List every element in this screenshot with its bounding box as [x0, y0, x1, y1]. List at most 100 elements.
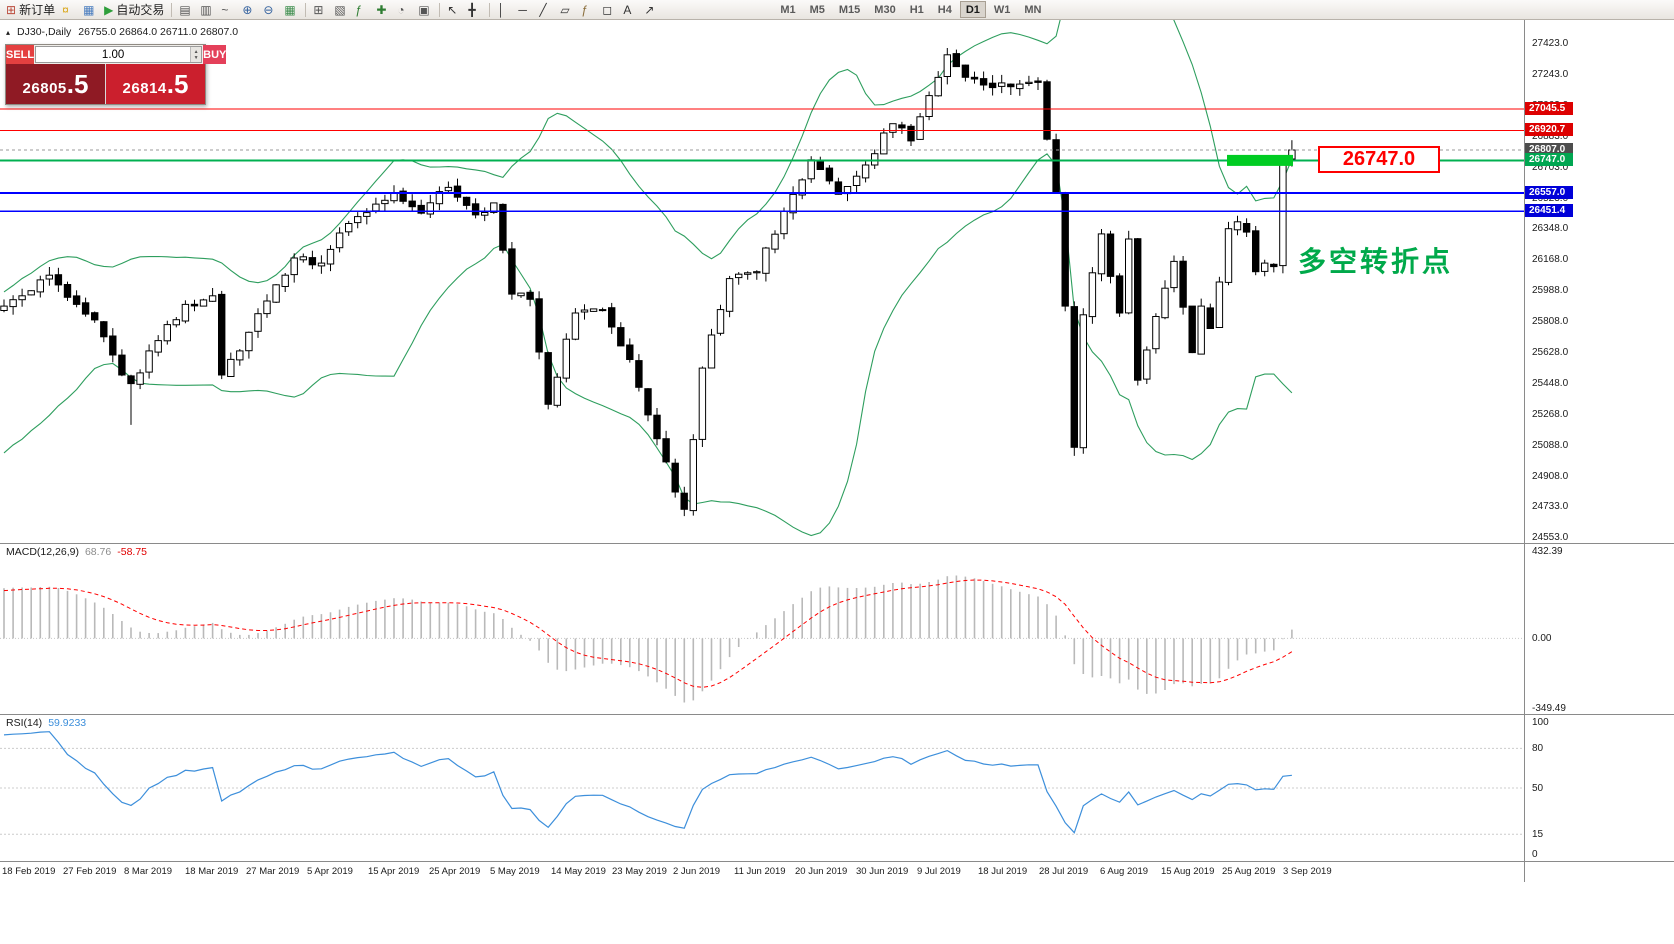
- time-axis-label: 18 Feb 2019: [2, 866, 56, 877]
- toolbar-separator: [305, 2, 307, 17]
- fibonacci-button[interactable]: ƒ: [578, 1, 598, 19]
- indicators-button[interactable]: ƒ: [352, 1, 372, 19]
- price-callout-label[interactable]: 26747.0: [1318, 146, 1440, 173]
- sell-price-frac: .5: [66, 69, 89, 99]
- vertical-line-icon: │: [497, 2, 505, 17]
- cursor-icon: ↖: [447, 2, 458, 17]
- arrows-button[interactable]: ↗: [641, 1, 661, 19]
- macd-scale-label: 0.00: [1532, 633, 1552, 645]
- volume-up-arrow-icon[interactable]: ▲: [193, 48, 199, 55]
- volume-spinner[interactable]: ▲ ▼: [190, 47, 202, 62]
- candlestick-chart-icon: ▥: [200, 2, 212, 17]
- line-chart-button[interactable]: ~: [218, 1, 238, 19]
- macd-label-row: MACD(12,26,9) 68.76 -58.75: [6, 546, 147, 558]
- axis-separator: [0, 861, 1674, 862]
- bar-chart-button[interactable]: ▤: [176, 1, 196, 19]
- volume-field[interactable]: ▲ ▼: [35, 46, 203, 63]
- equidistant-channel-button[interactable]: ▱: [557, 1, 577, 19]
- price-axis-label: 25988.0: [1532, 285, 1569, 296]
- shapes-icon: ◻: [602, 2, 613, 17]
- toolbar-separator: [489, 2, 491, 17]
- buy-price-frac: .5: [166, 69, 189, 99]
- time-axis-label: 5 May 2019: [490, 866, 540, 877]
- bar-chart-icon: ▤: [179, 2, 191, 17]
- volume-input[interactable]: [36, 47, 191, 62]
- templates-icon: ▣: [418, 2, 430, 17]
- rsi-level-label: 80: [1532, 743, 1544, 755]
- time-axis-label: 25 Apr 2019: [429, 866, 481, 877]
- horizontal-line-button[interactable]: ─: [515, 1, 535, 19]
- timeframe-d1-button[interactable]: D1: [959, 1, 986, 18]
- zoom-in-button[interactable]: ⊕: [239, 1, 259, 19]
- candlestick-chart-button[interactable]: ▥: [197, 1, 217, 19]
- add-indicator-button[interactable]: ✚: [373, 1, 393, 19]
- trendline-button[interactable]: ╱: [536, 1, 556, 19]
- rsi-level-label: 50: [1532, 783, 1544, 794]
- turning-point-note[interactable]: 多空转折点: [1298, 246, 1454, 277]
- zoom-out-button[interactable]: ⊖: [260, 1, 280, 19]
- sell-button[interactable]: SELL: [6, 45, 35, 64]
- price-axis-label: 26703.0: [1532, 161, 1569, 173]
- macd-panel[interactable]: MACD(12,26,9) 68.76 -58.75: [0, 543, 1524, 714]
- main-chart-panel[interactable]: ▴ DJ30-,Daily 26755.0 26864.0 26711.0 26…: [0, 20, 1524, 543]
- panel-separator[interactable]: [0, 714, 1674, 715]
- new-chart-button[interactable]: ⊞: [310, 1, 330, 19]
- rsi-chart[interactable]: [0, 714, 1524, 861]
- rsi-panel[interactable]: RSI(14) 59.9233: [0, 714, 1524, 861]
- time-axis-label: 23 May 2019: [612, 866, 667, 877]
- profiles-button[interactable]: ▧: [331, 1, 351, 19]
- new-order-button-label: 新订单: [19, 3, 56, 17]
- timeframe-w1-button[interactable]: W1: [993, 3, 1011, 16]
- time-axis-label: 27 Feb 2019: [63, 866, 117, 877]
- timeframe-h4-button[interactable]: H4: [937, 3, 952, 16]
- chart-symbol-period: DJ30-,Daily: [17, 26, 72, 38]
- time-axis-label: 5 Apr 2019: [307, 866, 353, 877]
- timeframe-mn-button[interactable]: MN: [1024, 3, 1042, 16]
- buy-button[interactable]: BUY: [203, 45, 227, 64]
- rsi-label-row: RSI(14) 59.9233: [6, 717, 86, 729]
- rsi-value: 59.9233: [48, 717, 87, 729]
- add-indicator-icon: ✚: [376, 2, 387, 17]
- templates-button[interactable]: ▣: [415, 1, 435, 19]
- time-axis-label: 25 Aug 2019: [1222, 866, 1276, 877]
- expert-advisors-button[interactable]: ¤: [59, 1, 79, 19]
- zoom-in-icon: ⊕: [242, 2, 253, 17]
- shapes-button[interactable]: ◻: [599, 1, 619, 19]
- market-watch-button[interactable]: ▦: [80, 1, 100, 19]
- tile-windows-button[interactable]: ▦: [281, 1, 301, 19]
- panel-separator[interactable]: [0, 543, 1674, 544]
- timeframe-m30-button[interactable]: M30: [874, 3, 896, 16]
- trade-panel-price-row: 26805.5 26814.5: [6, 64, 205, 104]
- periods-button[interactable]: ◔: [394, 1, 414, 19]
- timeframe-h1-button[interactable]: H1: [909, 3, 924, 16]
- trade-panel-top-row: SELL ▲ ▼ BUY: [6, 45, 227, 64]
- sell-price-display[interactable]: 26805.5: [6, 64, 106, 104]
- price-axis-label: 26168.0: [1532, 254, 1569, 266]
- crosshair-button[interactable]: ╋: [465, 1, 485, 19]
- autotrading-button[interactable]: ▶ 自动交易: [101, 1, 167, 19]
- price-axis-label: 26348.0: [1532, 223, 1569, 235]
- volume-down-arrow-icon[interactable]: ▼: [193, 54, 199, 61]
- periods-icon: ◔: [397, 2, 405, 17]
- price-scale[interactable]: 27423.027243.027063.026883.026703.026523…: [1525, 20, 1674, 882]
- candlestick-chart[interactable]: [0, 20, 1524, 543]
- timeframe-m5-button[interactable]: M5: [809, 3, 825, 16]
- text-label-button[interactable]: A: [620, 1, 640, 19]
- macd-chart[interactable]: [0, 543, 1524, 714]
- time-axis[interactable]: 18 Feb 2019 27 Feb 2019 8 Mar 2019 18 Mar 2…: [0, 862, 1674, 882]
- time-axis-label: 14 May 2019: [551, 866, 606, 877]
- timeframe-m1-button[interactable]: M1: [780, 3, 796, 16]
- timeframe-m15-button[interactable]: M15: [838, 3, 861, 16]
- time-axis-label: 30 Jun 2019: [856, 866, 909, 877]
- time-axis-label: 9 Jul 2019: [917, 866, 961, 877]
- new-order-button[interactable]: ⊞ 新订单: [3, 1, 58, 19]
- rsi-label: RSI(14): [6, 717, 43, 729]
- cursor-button[interactable]: ↖: [444, 1, 464, 19]
- vertical-line-button[interactable]: │: [494, 1, 514, 19]
- price-tag-26747.0: 26747.0: [1525, 153, 1573, 167]
- time-axis-label: 20 Jun 2019: [795, 866, 848, 877]
- collapse-trade-panel-icon[interactable]: ▴: [6, 27, 11, 37]
- price-axis-label: 25088.0: [1532, 439, 1569, 451]
- macd-label: MACD(12,26,9): [6, 546, 79, 558]
- buy-price-display[interactable]: 26814.5: [106, 64, 205, 104]
